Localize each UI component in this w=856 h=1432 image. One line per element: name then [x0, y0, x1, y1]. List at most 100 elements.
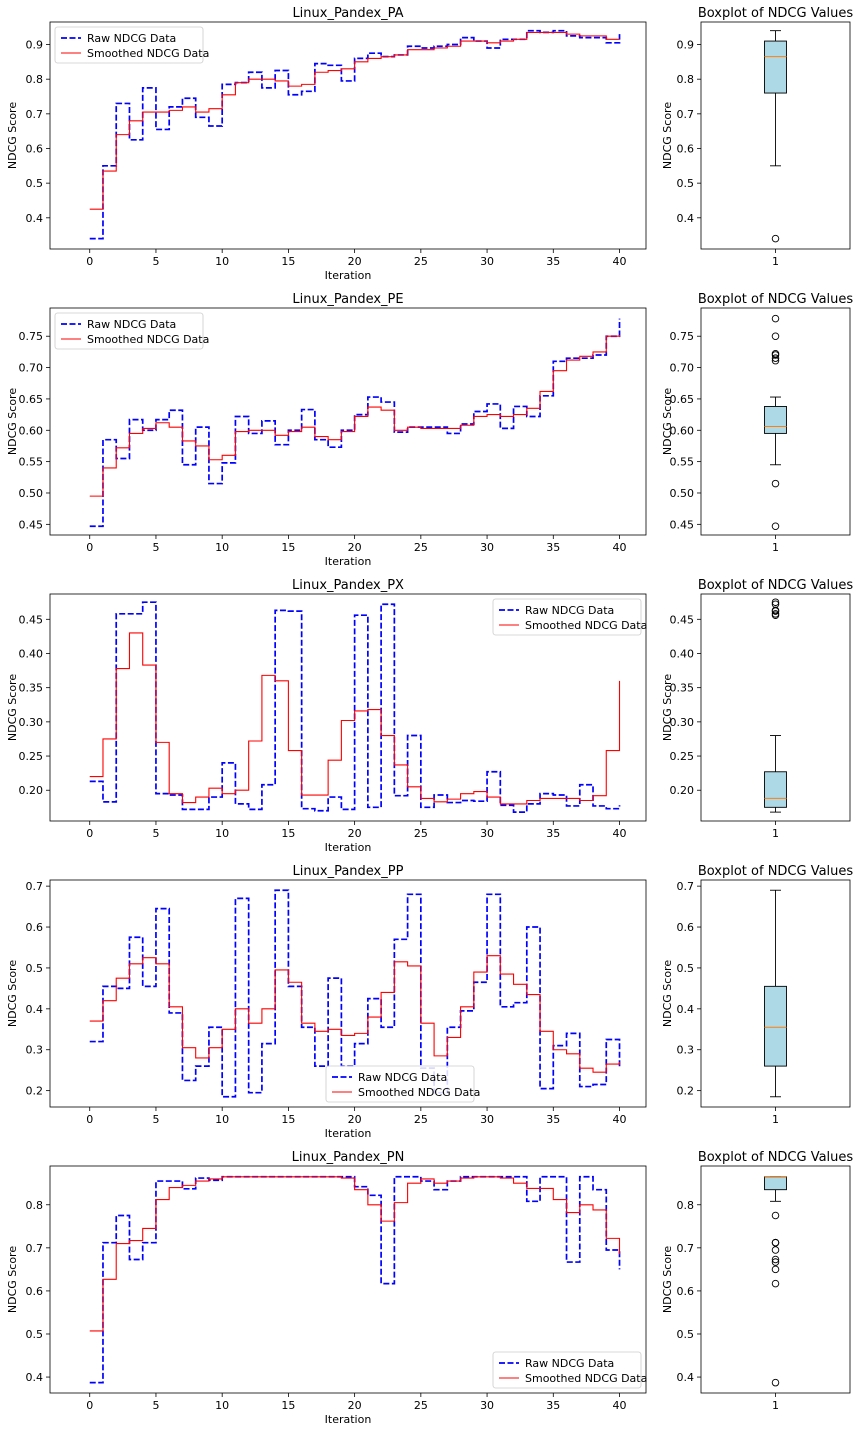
outlier-point: [771, 1255, 780, 1264]
boxplot-y-tick-label: 0.4: [677, 212, 695, 225]
panel-2: Linux_Pandex_PE 0 5 10 15 20 25 30 35 40 0.45 0.50 0…: [6, 292, 853, 568]
outlier-point: [771, 314, 780, 323]
x-tick-label: 5: [152, 1399, 159, 1412]
legend-entry: Raw NDCG Data: [358, 1071, 447, 1084]
box-iqr: [764, 40, 787, 94]
boxplot-y-tick-label: 0.40: [670, 647, 695, 660]
x-tick-label: 25: [414, 1113, 428, 1126]
x-axis-label: Iteration: [325, 555, 372, 568]
outlier-point: [771, 1258, 780, 1266]
x-tick-label: 20: [348, 827, 362, 840]
boxplot-title: Boxplot of NDCG Values: [698, 6, 854, 21]
x-tick-label: 15: [281, 541, 295, 554]
x-tick-label: 25: [414, 255, 428, 268]
plot-frame: [49, 307, 647, 536]
x-tick-label: 25: [414, 541, 428, 554]
boxplot-y-tick-label: 0.6: [677, 921, 695, 934]
chart-title: Linux_Pandex_PN: [292, 1150, 405, 1165]
legend-frame: [325, 1065, 475, 1103]
boxplot-y-axis-label: NDCG Score: [661, 960, 674, 1027]
legend: Raw NDCG Data Smoothed NDCG Data: [492, 1351, 647, 1389]
y-tick-label: 0.45: [19, 518, 44, 531]
y-tick-label: 0.8: [26, 73, 44, 86]
boxplot-y-axis-label: NDCG Score: [661, 102, 674, 169]
legend-entry: Raw NDCG Data: [525, 1357, 614, 1370]
boxplot-title: Boxplot of NDCG Values: [698, 292, 854, 307]
box-iqr: [764, 1176, 787, 1191]
boxplot-title: Boxplot of NDCG Values: [698, 578, 854, 593]
boxplot-frame: [700, 879, 851, 1108]
legend-entry: Smoothed NDCG Data: [87, 333, 209, 346]
boxplot-y-tick-label: 0.50: [670, 487, 695, 500]
x-tick-label: 35: [546, 1399, 560, 1412]
x-tick-label: 40: [613, 827, 627, 840]
boxplot-y-axis-label: NDCG Score: [661, 674, 674, 741]
boxplot-y-tick-label: 0.20: [670, 784, 695, 797]
outlier-point: [771, 522, 780, 530]
x-tick-label: 15: [281, 827, 295, 840]
y-axis-label: NDCG Score: [6, 674, 19, 741]
boxplot: Boxplot of NDCG Values 0.4 0.5 0.6 0.7 0.8 1 ND…: [661, 1150, 853, 1412]
panel-5: Linux_Pandex_PN 0 5 10 15 20 25 30 35 40 0.4 0.5 0.6…: [6, 1150, 853, 1426]
boxplot-y-tick-label: 0.7: [677, 1242, 695, 1255]
x-tick-label: 35: [546, 255, 560, 268]
boxplot-x-tick-label: 1: [772, 827, 779, 840]
y-tick-label: 0.7: [26, 880, 44, 893]
outlier-point: [771, 1238, 780, 1247]
y-tick-label: 0.40: [19, 647, 44, 660]
outlier-point: [771, 610, 780, 618]
boxplot-y-axis-label: NDCG Score: [661, 388, 674, 455]
x-tick-label: 0: [86, 1399, 93, 1412]
outlier-point: [771, 332, 780, 340]
plot-frame: [49, 879, 647, 1108]
smoothed-series-line: [89, 632, 621, 805]
boxplot-frame: [700, 1165, 851, 1394]
x-tick-label: 10: [215, 255, 229, 268]
boxplot-y-tick-label: 0.45: [670, 518, 695, 531]
y-tick-label: 0.5: [26, 962, 44, 975]
y-axis-label: NDCG Score: [6, 388, 19, 455]
legend-entry: Smoothed NDCG Data: [87, 47, 209, 60]
boxplot: Boxplot of NDCG Values 0.4 0.5 0.6 0.7 0.8 0.9…: [661, 6, 853, 268]
x-tick-label: 25: [414, 827, 428, 840]
outlier-point: [771, 354, 780, 362]
boxplot-x-tick-label: 1: [772, 1113, 779, 1126]
smoothed-series-line: [89, 334, 621, 497]
y-tick-label: 0.9: [26, 39, 44, 52]
chart-title: Linux_Pandex_PE: [292, 292, 403, 307]
boxplot-y-tick-label: 0.70: [670, 362, 695, 375]
y-axis-label: NDCG Score: [6, 102, 19, 169]
boxplot: Boxplot of NDCG Values 0.45 0.50 0.55 0.60 0.…: [661, 292, 853, 554]
outlier-point: [771, 598, 780, 606]
y-tick-label: 0.4: [26, 1371, 44, 1384]
boxplot-title: Boxplot of NDCG Values: [698, 864, 854, 879]
boxplot-x-tick-label: 1: [772, 255, 779, 268]
x-tick-label: 5: [152, 541, 159, 554]
y-tick-label: 0.4: [26, 1003, 44, 1016]
raw-series-line: [89, 29, 621, 240]
chart-title: Linux_Pandex_PP: [293, 864, 404, 879]
smoothed-series-line: [89, 955, 621, 1073]
legend: Raw NDCG Data Smoothed NDCG Data: [54, 312, 209, 350]
x-tick-label: 15: [281, 255, 295, 268]
x-tick-label: 40: [613, 541, 627, 554]
boxplot-y-tick-label: 0.65: [670, 393, 695, 406]
y-tick-label: 0.6: [26, 921, 44, 934]
x-tick-label: 30: [480, 1113, 494, 1126]
boxplot-frame: [700, 307, 851, 536]
panel-3: Linux_Pandex_PX 0 5 10 15 20 25 30 35 40 0.20 0.25 0…: [6, 578, 853, 854]
boxplot-title: Boxplot of NDCG Values: [698, 1150, 854, 1165]
chart-title: Linux_Pandex_PA: [292, 6, 403, 21]
y-tick-label: 0.8: [26, 1199, 44, 1212]
boxplot-y-tick-label: 0.3: [677, 1044, 695, 1057]
outlier-point: [771, 479, 780, 488]
y-tick-label: 0.5: [26, 1328, 44, 1341]
x-tick-label: 10: [215, 1113, 229, 1126]
boxplot-frame: [700, 593, 851, 822]
boxplot-frame: [700, 21, 851, 250]
legend: Raw NDCG Data Smoothed NDCG Data: [325, 1065, 480, 1103]
y-tick-label: 0.30: [19, 716, 44, 729]
x-tick-label: 10: [215, 827, 229, 840]
box-iqr: [764, 771, 787, 808]
boxplot-y-tick-label: 0.35: [670, 682, 695, 695]
